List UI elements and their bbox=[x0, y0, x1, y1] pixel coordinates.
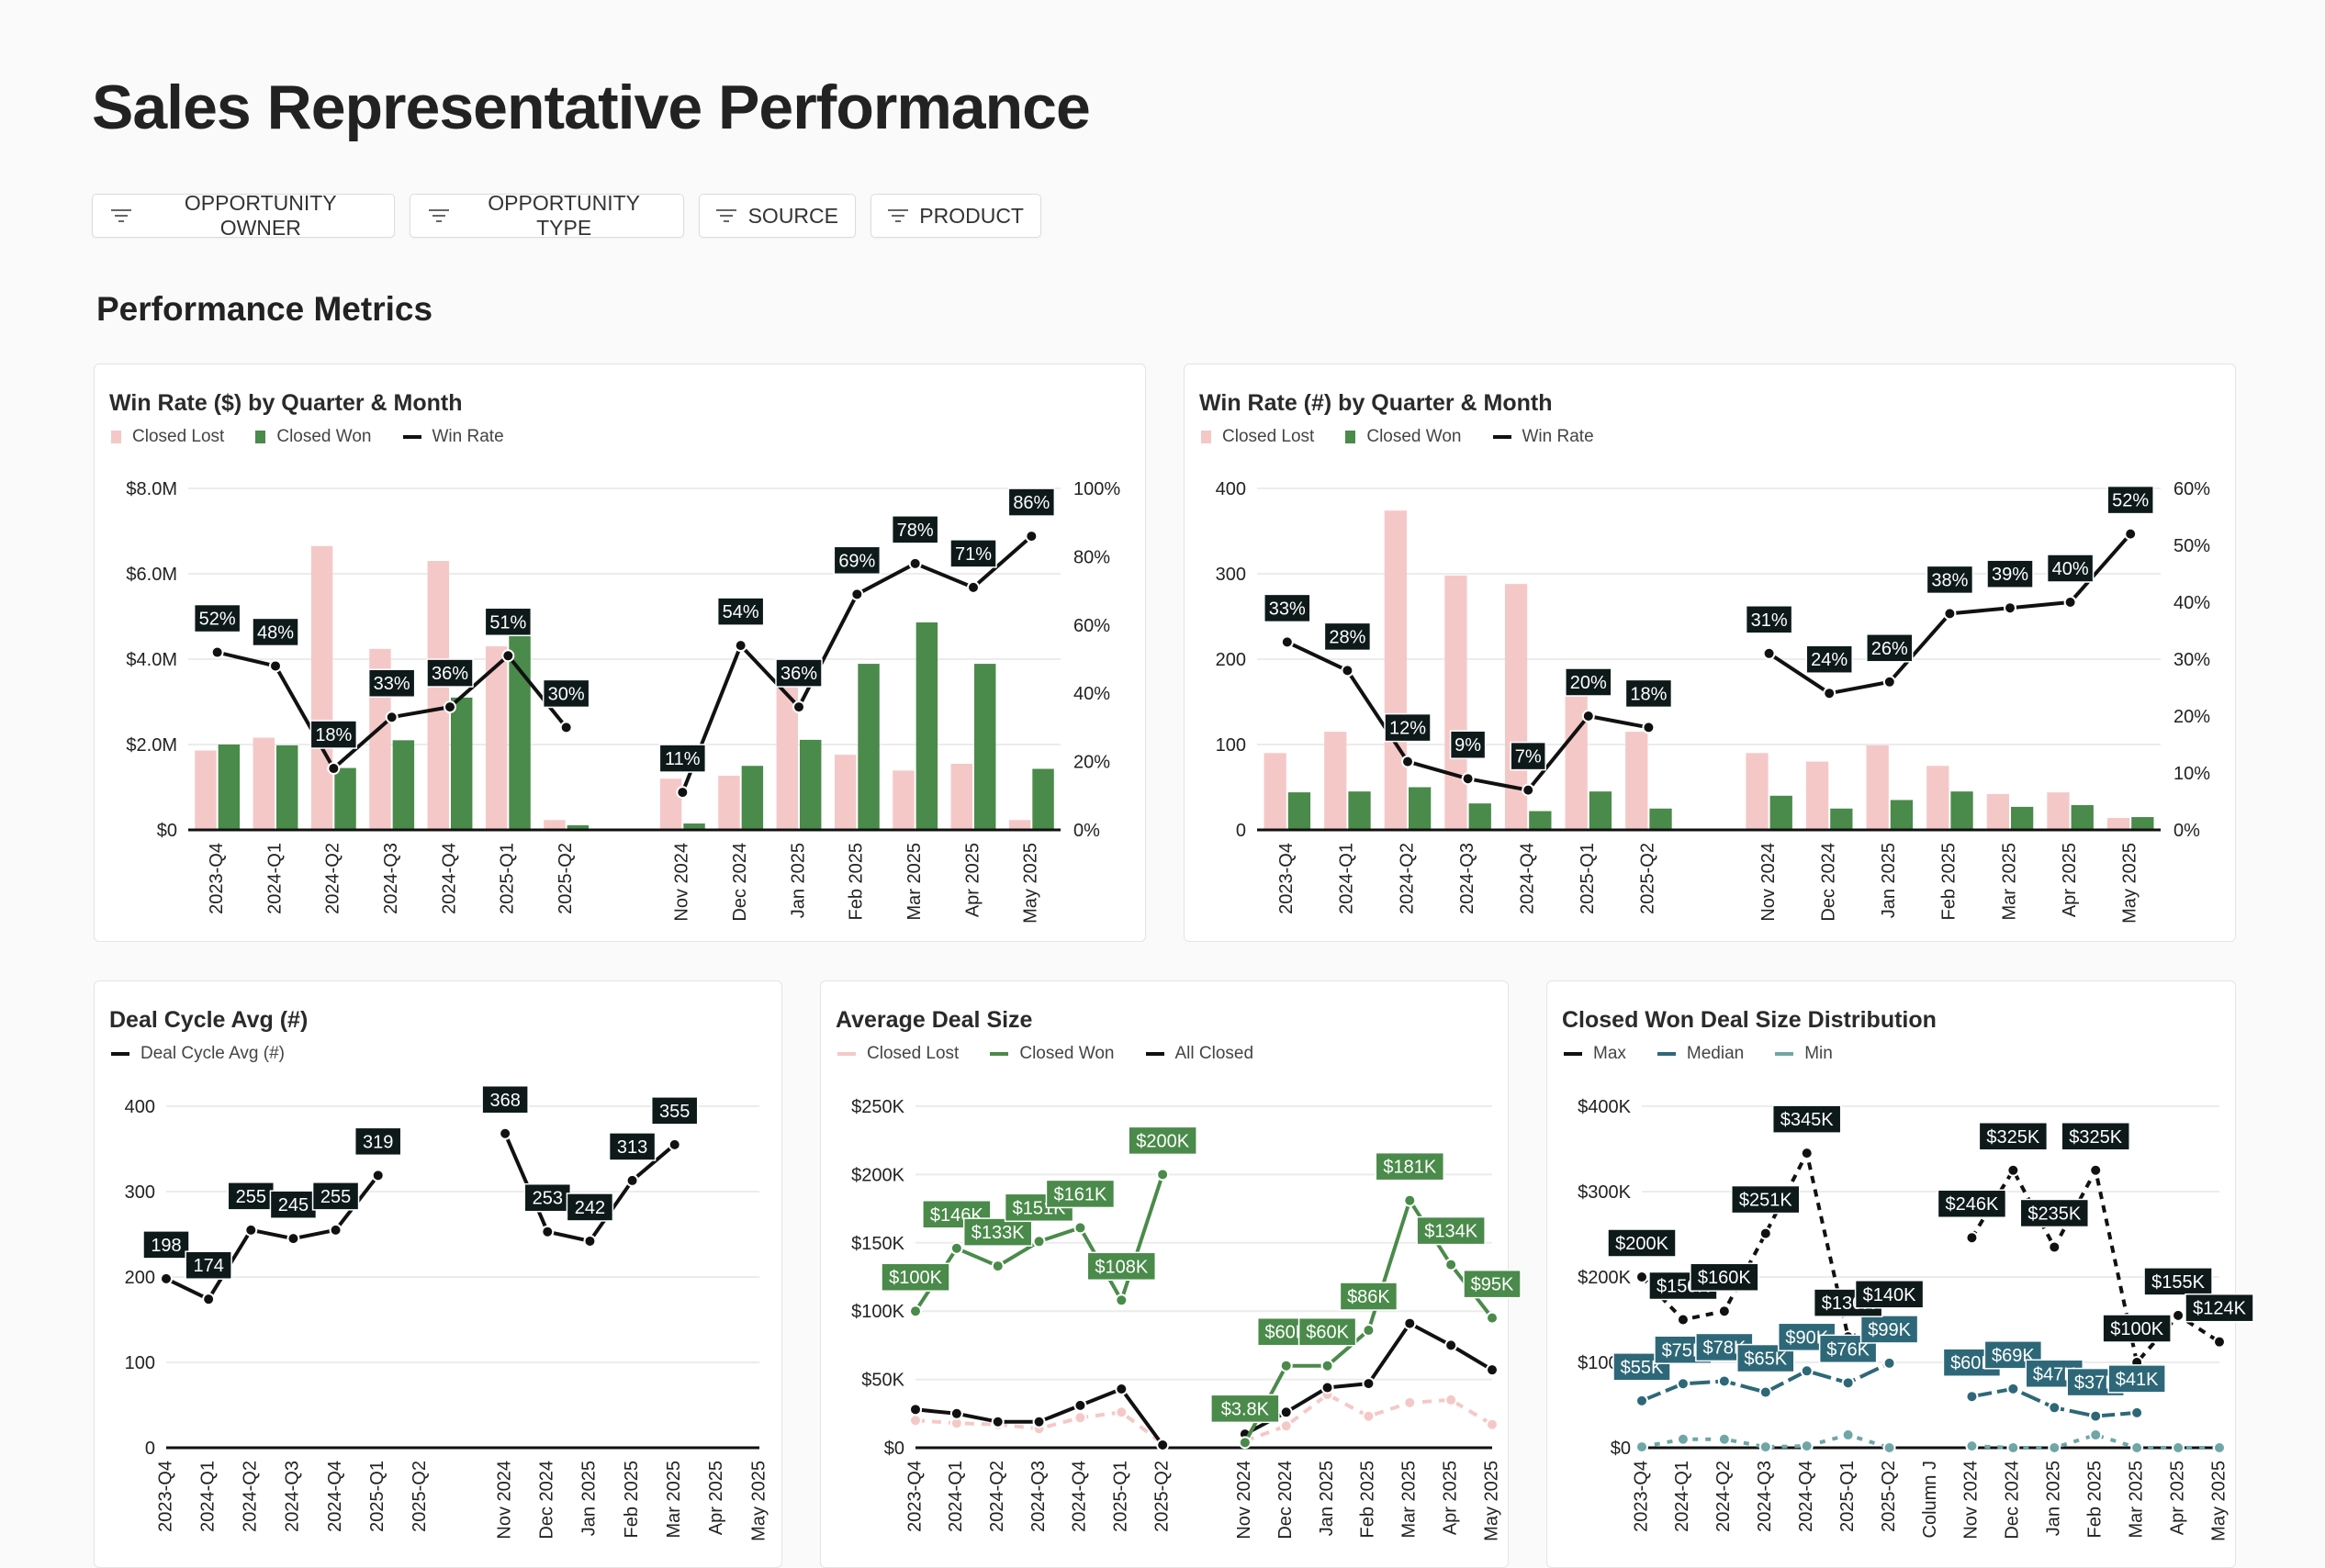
legend-swatch-icon bbox=[255, 431, 266, 443]
legend-line-icon bbox=[111, 1052, 129, 1056]
filter-icon bbox=[428, 208, 449, 223]
win-rate-count-card: Win Rate (#) by Quarter & Month Closed L… bbox=[1184, 364, 2236, 942]
legend-label: Closed Won bbox=[276, 427, 372, 446]
legend-line-icon bbox=[402, 435, 421, 439]
filter-icon bbox=[716, 208, 737, 223]
legend-label: Closed Won bbox=[1366, 427, 1462, 446]
deal-cycle-card: Deal Cycle Avg (#) Deal Cycle Avg (#) bbox=[94, 980, 782, 1568]
win-rate-dollar-card: Win Rate ($) by Quarter & Month Closed L… bbox=[94, 364, 1146, 942]
legend-item-closed-won[interactable]: Closed Won bbox=[1345, 427, 1462, 447]
legend-item-median[interactable]: Median bbox=[1657, 1044, 1744, 1064]
chart-legend: Closed Lost Closed Won Win Rate bbox=[1201, 427, 1594, 447]
legend-label: Median bbox=[1686, 1044, 1745, 1063]
filter-label: OPPORTUNITY OWNER bbox=[184, 191, 337, 240]
filter-label: SOURCE bbox=[747, 203, 838, 228]
legend-line-icon bbox=[837, 1052, 856, 1056]
legend-item-closed-won[interactable]: Closed Won bbox=[990, 1044, 1115, 1064]
legend-item-min[interactable]: Min bbox=[1775, 1044, 1833, 1064]
legend-line-icon bbox=[1492, 435, 1511, 439]
average-deal-size-card: Average Deal Size Closed Lost Closed Won A… bbox=[820, 980, 1509, 1568]
legend-line-icon bbox=[990, 1052, 1009, 1056]
legend-item-all-closed[interactable]: All Closed bbox=[1145, 1044, 1254, 1064]
legend-label: Max bbox=[1593, 1044, 1626, 1063]
legend-label: Closed Won bbox=[1019, 1044, 1115, 1063]
legend-swatch-icon bbox=[111, 431, 121, 443]
chart-title: Win Rate ($) by Quarter & Month bbox=[109, 390, 463, 416]
filter-product-button[interactable]: PRODUCT bbox=[870, 194, 1041, 238]
legend-label: Win Rate bbox=[1522, 427, 1594, 446]
legend-item-max[interactable]: Max bbox=[1564, 1044, 1626, 1064]
legend-item-closed-lost[interactable]: Closed Lost bbox=[1201, 427, 1314, 447]
legend-label: Closed Lost bbox=[867, 1044, 960, 1063]
chart-legend: Deal Cycle Avg (#) bbox=[111, 1044, 285, 1064]
chart-legend: Max Median Min bbox=[1564, 1044, 1833, 1064]
legend-label: Min bbox=[1804, 1044, 1833, 1063]
filter-label: PRODUCT bbox=[919, 203, 1024, 228]
filter-opportunity-type-button[interactable]: OPPORTUNITY TYPE bbox=[410, 191, 684, 240]
legend-item-win-rate[interactable]: Win Rate bbox=[1492, 427, 1594, 447]
filter-opportunity-owner-button[interactable]: OPPORTUNITY OWNER bbox=[92, 191, 395, 240]
filter-bar: OPPORTUNITY OWNER OPPORTUNITY TYPE SOURC… bbox=[92, 191, 1041, 240]
legend-line-icon bbox=[1657, 1052, 1676, 1056]
legend-label: Deal Cycle Avg (#) bbox=[140, 1044, 285, 1063]
legend-swatch-icon bbox=[1345, 431, 1356, 443]
deal-size-distribution-card: Closed Won Deal Size Distribution Max Med… bbox=[1546, 980, 2236, 1568]
legend-line-icon bbox=[1564, 1052, 1582, 1056]
legend-swatch-icon bbox=[1201, 431, 1211, 443]
filter-label: OPPORTUNITY TYPE bbox=[488, 191, 640, 240]
chart-legend: Closed Lost Closed Won All Closed bbox=[837, 1044, 1253, 1064]
filter-source-button[interactable]: SOURCE bbox=[699, 194, 856, 238]
legend-line-icon bbox=[1775, 1052, 1794, 1056]
legend-item-deal-cycle-avg[interactable]: Deal Cycle Avg (#) bbox=[111, 1044, 285, 1064]
legend-label: All Closed bbox=[1174, 1044, 1254, 1063]
chart-legend: Closed Lost Closed Won Win Rate bbox=[111, 427, 504, 447]
section-title: Performance Metrics bbox=[96, 290, 433, 328]
page-title: Sales Representative Performance bbox=[92, 73, 1091, 142]
legend-line-icon bbox=[1145, 1052, 1164, 1056]
filter-icon bbox=[888, 208, 909, 223]
filter-icon bbox=[110, 208, 131, 223]
legend-label: Win Rate bbox=[432, 427, 504, 446]
chart-title: Average Deal Size bbox=[836, 1007, 1033, 1033]
legend-label: Closed Lost bbox=[1222, 427, 1315, 446]
legend-item-closed-won[interactable]: Closed Won bbox=[255, 427, 372, 447]
chart-title: Deal Cycle Avg (#) bbox=[109, 1007, 309, 1033]
legend-item-closed-lost[interactable]: Closed Lost bbox=[837, 1044, 959, 1064]
legend-item-win-rate[interactable]: Win Rate bbox=[402, 427, 504, 447]
chart-title: Closed Won Deal Size Distribution bbox=[1562, 1007, 1937, 1033]
chart-title: Win Rate (#) by Quarter & Month bbox=[1199, 390, 1553, 416]
legend-label: Closed Lost bbox=[132, 427, 225, 446]
legend-item-closed-lost[interactable]: Closed Lost bbox=[111, 427, 224, 447]
